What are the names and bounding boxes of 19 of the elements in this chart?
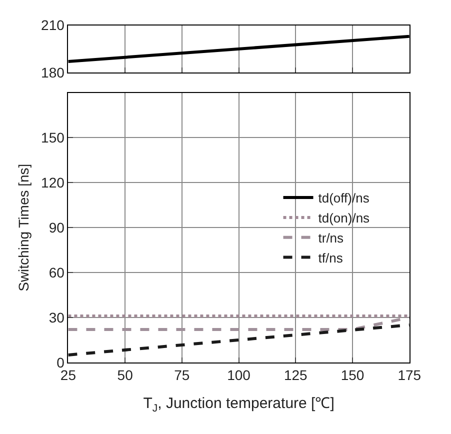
legend-label: td(off)/ns — [318, 190, 370, 206]
x-tick-label: 150 — [340, 367, 364, 384]
x-tick-label: 50 — [117, 367, 134, 384]
y-tick-label: 90 — [48, 219, 65, 236]
legend-label: td(on)/ns — [318, 210, 370, 226]
y-tick-label: 60 — [48, 264, 65, 280]
y-tick-label: 30 — [48, 309, 65, 326]
x-axis-title: T$_{J}$, Junction temperature [℃] — [143, 395, 334, 414]
y-tick-label: 120 — [41, 174, 65, 191]
legend-label: tf/ns — [318, 250, 344, 266]
y-tick-label: 180 — [41, 64, 65, 80]
x-tick-label: 175 — [398, 367, 422, 384]
y-axis-title: Switching Times [ns] — [16, 164, 32, 292]
x-tick-label: 100 — [227, 367, 251, 384]
y-tick-label: 210 — [41, 17, 65, 34]
y-tick-label: 150 — [41, 130, 65, 146]
legend-label: tr/ns — [318, 230, 344, 246]
x-tick-label: 75 — [174, 367, 190, 384]
x-tick-label: 125 — [284, 367, 308, 384]
